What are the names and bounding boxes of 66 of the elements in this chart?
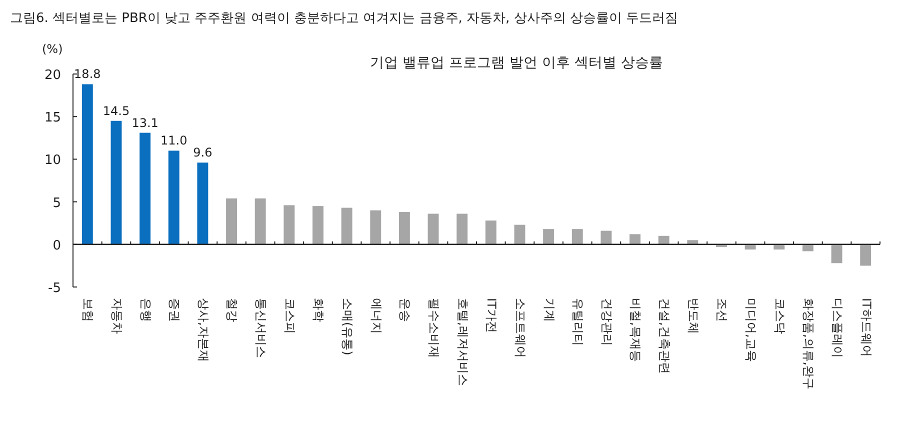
bar [197,162,208,244]
chart-subtitle: 기업 밸류업 프로그램 발언 이후 섹터별 상승률 [370,55,663,71]
data-label: 13.1 [132,116,158,130]
x-tick-label: 비철,목재등 [628,298,643,362]
bar [398,212,410,244]
x-tick-label: 기계 [542,298,556,322]
x-tick-label: 코스피 [282,298,297,334]
y-tick-label: 5 [52,196,61,211]
bar [370,210,382,244]
x-tick-label: 은행 [138,298,153,322]
x-tick-label: 호텔,레저서비스 [456,298,470,386]
bar [254,198,266,244]
x-tick-label: 화학 [312,298,326,322]
data-label: 14.5 [102,104,130,118]
y-tick-label: 10 [44,153,61,168]
x-tick-label: 운송 [398,298,412,322]
x-tick-label: 보험 [81,298,96,322]
x-tick-label: 철강 [225,298,240,322]
x-tick-label: 건설,건축관련 [658,298,672,374]
bar [456,214,468,244]
data-label: 11.0 [160,134,188,148]
bar [140,132,151,244]
bar [226,198,237,244]
bar [284,205,295,244]
x-tick-label: IT가전 [484,298,499,333]
bar [110,120,122,244]
bar [514,224,526,244]
bar [860,244,872,266]
x-tick-label: 유틸리티 [571,298,586,346]
x-tick-label: 코스닥 [772,298,787,334]
x-tick-label: 디스플레이 [830,298,844,358]
x-tick-label: 화장품,의류,완구 [802,298,816,390]
x-tick-label: IT하드웨어 [859,298,874,357]
bar [600,230,612,244]
chart-title: 그림6. 섹터별로는 PBR이 낮고 주주환원 여력이 충분하다고 여겨지는 금융주, 자동차, 상사주의 상승률이 두드러짐 [10,11,678,26]
x-tick-label: 소매(유통) [340,298,355,356]
bar [630,234,640,244]
bar [543,229,554,244]
y-tick-label: -5 [48,281,61,296]
x-tick-label: 증권 [168,298,182,322]
y-axis-title: (%) [42,42,63,56]
x-tick-label: 상사,자본재 [196,298,210,362]
y-tick-label: 0 [52,238,61,254]
y-tick-label: 15 [44,110,61,126]
bar [341,208,352,244]
x-tick-label: 자동차 [110,298,124,334]
bar [312,206,324,244]
x-tick-label: 소프트웨어 [513,298,528,358]
x-tick-label: 에너지 [369,298,384,334]
data-label: 18.8 [74,67,101,82]
x-tick-label: 조선 [715,298,730,322]
bar [485,220,496,244]
x-tick-label: 통신서비스 [254,298,268,358]
x-tick-label: 반도체 [686,298,700,334]
bar [168,150,180,244]
bar [658,236,670,244]
bar [572,229,583,244]
x-tick-label: 건강관리 [600,298,614,346]
y-tick-label: 20 [44,68,61,83]
x-tick-label: 필수소비재 [426,298,441,358]
bar [687,240,698,244]
bar [82,84,93,244]
bar [428,214,439,244]
bar [831,244,842,264]
x-tick-label: 미디어,교육 [744,298,758,362]
data-label: 9.6 [193,146,212,160]
